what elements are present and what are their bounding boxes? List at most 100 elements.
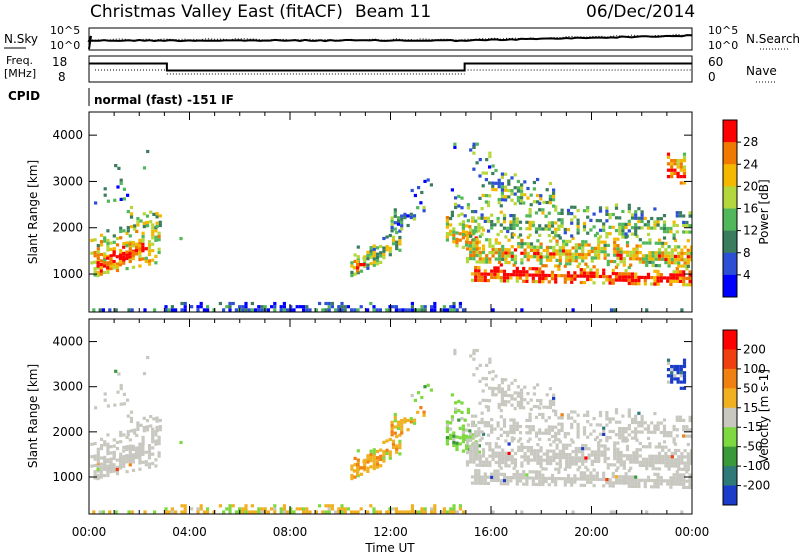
power-cell bbox=[477, 229, 481, 233]
power-cell bbox=[590, 256, 594, 260]
velocity-cell bbox=[637, 481, 641, 485]
power-cell bbox=[453, 142, 457, 146]
power-cell bbox=[685, 267, 689, 271]
power-cell bbox=[656, 279, 660, 283]
velocity-cell bbox=[474, 433, 478, 437]
power-cell bbox=[648, 254, 652, 258]
power-cell bbox=[480, 207, 484, 211]
power-cell bbox=[616, 256, 620, 260]
power-cell bbox=[634, 229, 638, 233]
velocity-cell bbox=[635, 438, 639, 442]
power-cell bbox=[491, 171, 495, 176]
power-cell bbox=[509, 220, 513, 224]
power-cell bbox=[670, 159, 674, 163]
velocity-cell bbox=[109, 467, 113, 471]
power-cell bbox=[138, 242, 142, 246]
velocity-cell bbox=[469, 460, 473, 464]
velocity-cell bbox=[401, 510, 405, 514]
power-cell bbox=[592, 281, 596, 285]
power-cell bbox=[550, 273, 555, 278]
power-cell bbox=[513, 202, 517, 206]
velocity-cell bbox=[608, 429, 612, 433]
power-cell bbox=[554, 264, 558, 268]
power-cell bbox=[672, 223, 676, 227]
power-cell bbox=[131, 265, 136, 269]
velocity-cell bbox=[153, 510, 157, 514]
velocity-cell bbox=[577, 456, 582, 460]
velocity-cell bbox=[141, 452, 145, 456]
velocity-cell bbox=[394, 510, 398, 514]
power-cell bbox=[534, 211, 539, 215]
velocity-cell bbox=[469, 447, 473, 452]
power-cell bbox=[350, 270, 354, 274]
velocity-cell bbox=[128, 446, 132, 450]
power-cell bbox=[669, 279, 673, 283]
velocity-cell bbox=[369, 504, 373, 508]
velocity-cell bbox=[112, 456, 116, 461]
power-cell bbox=[613, 260, 617, 264]
power-cell bbox=[662, 236, 667, 240]
power-cell bbox=[469, 148, 473, 152]
velocity-cell bbox=[486, 405, 491, 409]
power-cell bbox=[627, 281, 631, 286]
power-cell bbox=[677, 254, 681, 259]
power-cell bbox=[640, 213, 644, 217]
power-cell bbox=[576, 231, 580, 235]
velocity-cell bbox=[520, 461, 524, 465]
power-cell bbox=[541, 208, 545, 212]
velocity-cell bbox=[576, 413, 580, 417]
velocity-cell bbox=[517, 445, 521, 449]
velocity-cell bbox=[350, 477, 354, 481]
power-cell bbox=[102, 270, 107, 275]
power-cell bbox=[375, 259, 380, 263]
velocity-cell bbox=[308, 510, 312, 514]
velocity-cell bbox=[520, 391, 524, 395]
velocity-cell bbox=[471, 433, 475, 437]
velocity-cell bbox=[538, 479, 542, 483]
velocity-cell bbox=[600, 450, 604, 454]
velocity-cell bbox=[538, 431, 542, 435]
power-cell bbox=[400, 227, 404, 231]
velocity-cell bbox=[576, 426, 580, 430]
velocity-cell bbox=[571, 510, 575, 514]
velocity-cell bbox=[286, 510, 290, 514]
colorbar-tick-label: 8 bbox=[743, 246, 751, 260]
power-cell bbox=[532, 200, 536, 204]
velocity-cell bbox=[528, 470, 532, 474]
power-cell bbox=[423, 179, 427, 183]
power-cell bbox=[613, 308, 617, 312]
power-cell bbox=[689, 255, 692, 259]
velocity-cell bbox=[568, 443, 572, 447]
power-cell bbox=[534, 270, 539, 274]
velocity-cell bbox=[555, 462, 559, 466]
power-cell bbox=[458, 222, 462, 226]
power-cell bbox=[147, 243, 152, 247]
velocity-cell bbox=[445, 429, 449, 433]
velocity-cell bbox=[324, 510, 328, 514]
power-cell bbox=[630, 213, 635, 217]
power-cell bbox=[516, 195, 520, 200]
velocity-cell bbox=[497, 402, 501, 406]
velocity-cell bbox=[605, 423, 609, 427]
power-cell bbox=[474, 272, 478, 276]
velocity-cell bbox=[646, 430, 651, 434]
velocity-cell bbox=[638, 460, 642, 464]
velocity-cell bbox=[488, 386, 492, 390]
velocity-cell bbox=[353, 463, 357, 467]
power-cell bbox=[225, 305, 229, 309]
power-cell bbox=[228, 308, 232, 312]
velocity-cell bbox=[657, 451, 662, 455]
power-cell bbox=[128, 255, 132, 259]
velocity-cell bbox=[507, 384, 511, 388]
power-cell bbox=[582, 271, 587, 275]
power-cell bbox=[362, 263, 366, 267]
velocity-cell bbox=[598, 410, 603, 415]
velocity-cell bbox=[442, 510, 446, 514]
power-cell bbox=[398, 239, 402, 243]
velocity-cell bbox=[534, 470, 539, 474]
power-cell bbox=[510, 232, 514, 236]
colorbar-swatch bbox=[723, 208, 737, 232]
velocity-cell bbox=[550, 428, 555, 432]
velocity-cell bbox=[363, 461, 367, 466]
power-cell bbox=[128, 252, 132, 256]
